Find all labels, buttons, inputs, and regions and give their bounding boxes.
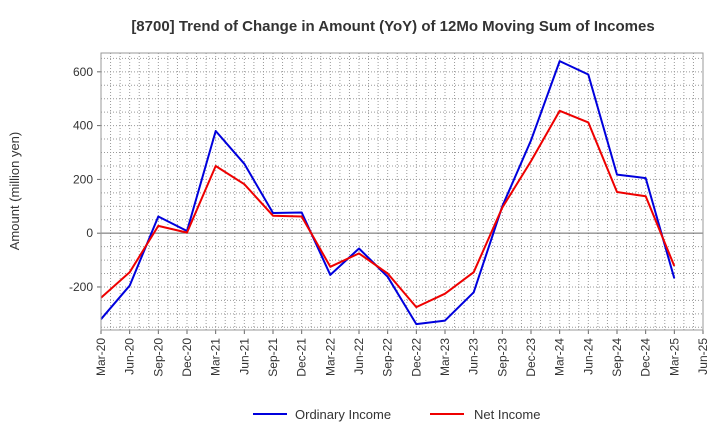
x-tick-label: Jun-21 (237, 338, 251, 375)
x-tick-label: Sep-21 (266, 338, 280, 377)
x-tick-label: Sep-22 (381, 338, 395, 377)
y-axis: -200 0 200 400 600 (69, 65, 101, 294)
y-axis-label: Amount (million yen) (7, 132, 22, 251)
series-line-net-income (100, 109, 676, 309)
legend-label-net-income: Net Income (474, 407, 540, 422)
y-tick-label: 600 (73, 65, 93, 79)
x-tick-label: Dec-23 (524, 338, 538, 377)
plot-frame (100, 52, 704, 331)
x-tick-label: Jun-25 (696, 338, 710, 375)
series-line-ordinary-income (100, 60, 676, 326)
x-tick-label: Mar-20 (94, 338, 108, 376)
x-tick-label: Sep-23 (495, 338, 509, 377)
legend: Ordinary Income Net Income (253, 407, 540, 422)
chart-title: [8700] Trend of Change in Amount (YoY) o… (131, 18, 654, 35)
x-tick-label: Mar-24 (553, 338, 567, 376)
x-tick-label: Sep-20 (151, 338, 165, 377)
x-tick-label: Mar-25 (667, 338, 681, 376)
x-tick-label: Jun-23 (467, 338, 481, 375)
y-tick-label: -200 (69, 280, 93, 294)
x-tick-label: Jun-22 (352, 338, 366, 375)
x-tick-label: Mar-21 (209, 338, 223, 376)
x-tick-label: Dec-24 (639, 338, 653, 377)
x-tick-label: Jun-20 (123, 338, 137, 375)
y-tick-label: 400 (73, 119, 93, 133)
plot-lines (100, 60, 676, 326)
grid (101, 53, 703, 330)
legend-label-ordinary-income: Ordinary Income (295, 407, 391, 422)
y-tick-label: 200 (73, 172, 93, 186)
x-tick-label: Dec-20 (180, 338, 194, 377)
y-tick-label: 0 (86, 226, 93, 240)
x-tick-label: Dec-22 (409, 338, 423, 377)
x-tick-label: Mar-23 (438, 338, 452, 376)
x-tick-label: Sep-24 (610, 338, 624, 377)
x-tick-label: Jun-24 (581, 338, 595, 375)
x-axis: Mar-20 Jun-20 Sep-20 Dec-20 Mar-21 Jun-21 Sep-… (94, 330, 710, 377)
x-tick-label: Dec-21 (295, 338, 309, 377)
x-tick-label: Mar-22 (323, 338, 337, 376)
